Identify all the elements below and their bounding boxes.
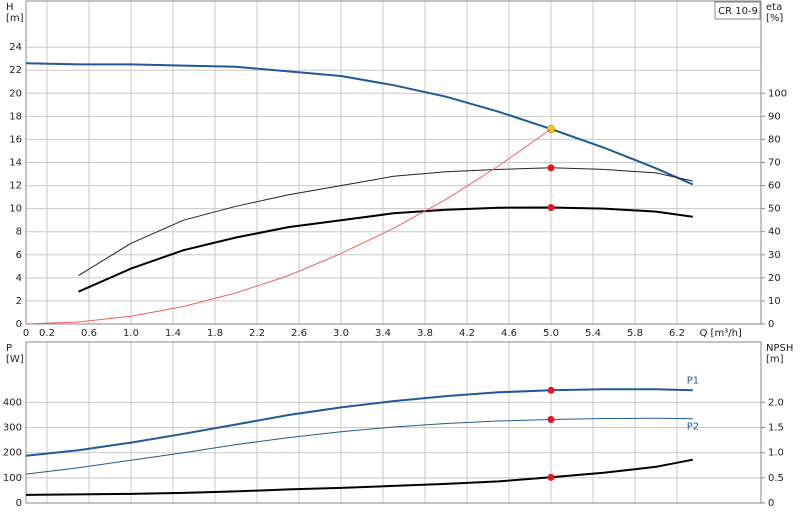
x-tick-label: 5.8	[627, 328, 643, 339]
x-tick-label: 3.4	[375, 328, 391, 339]
x-tick-label: 5.4	[585, 328, 601, 339]
x-tick-label: 0	[23, 328, 29, 339]
x-tick-label: 3.8	[417, 328, 433, 339]
y-axis-label: [W]	[6, 354, 24, 365]
x-tick-label: 0.2	[39, 328, 55, 339]
x-tick-label: 5.0	[543, 328, 559, 339]
y2-axis-label: [%]	[766, 13, 783, 24]
y-tick-label: 0	[16, 498, 22, 509]
y-tick-label: 4	[16, 273, 22, 284]
y2-axis-label: eta	[766, 2, 782, 13]
plot-frame	[25, 341, 762, 504]
y2-tick-label: 70	[768, 158, 781, 169]
y-tick-label: 20	[9, 88, 22, 99]
y2-tick-label: 100	[768, 88, 787, 99]
y-tick-label: 14	[9, 158, 22, 169]
y2-tick-label: 0	[768, 319, 774, 330]
y2-tick-label: 2.0	[768, 397, 784, 408]
x-tick-label: 2.6	[291, 328, 307, 339]
y2-tick-label: 1.5	[768, 423, 784, 434]
duty-point	[547, 203, 555, 211]
y2-tick-label: 90	[768, 111, 781, 122]
curve	[78, 206, 693, 293]
curve	[25, 417, 693, 475]
y-axis-label: P	[6, 343, 12, 354]
x-tick-label: 1.8	[207, 328, 223, 339]
y2-tick-label: 60	[768, 181, 781, 192]
x-tick-label: 0.6	[81, 328, 97, 339]
duty-point	[547, 473, 555, 481]
y-tick-label: 24	[9, 42, 22, 53]
y2-axis-label: [m]	[766, 354, 784, 365]
plot-frame	[25, 0, 762, 325]
y-tick-label: 2	[16, 296, 22, 307]
y-tick-label: 22	[9, 65, 22, 76]
legend-label: P2	[687, 422, 699, 433]
y-tick-label: 300	[3, 423, 22, 434]
y-tick-label: 0	[16, 319, 22, 330]
y2-tick-label: 30	[768, 250, 781, 261]
y-tick-label: 18	[9, 111, 22, 122]
y-tick-label: 400	[3, 397, 22, 408]
y2-tick-label: 0.5	[768, 473, 784, 484]
x-tick-label: 1.4	[165, 328, 181, 339]
duty-point	[547, 415, 555, 423]
y2-tick-label: 40	[768, 227, 781, 238]
curve	[78, 167, 693, 277]
x-tick-label: 4.2	[459, 328, 475, 339]
y-tick-label: 8	[16, 227, 22, 238]
y-tick-label: 6	[16, 250, 22, 261]
curve	[25, 62, 694, 186]
chart-title: CR 10-9	[718, 6, 758, 17]
y-tick-label: 100	[3, 473, 22, 484]
y2-tick-label: 20	[768, 273, 781, 284]
duty-point	[547, 164, 555, 172]
y2-tick-label: 10	[768, 296, 781, 307]
y-axis-label: [m]	[6, 13, 24, 24]
y2-tick-label: 1.0	[768, 448, 784, 459]
y2-axis-label: NPSH	[766, 343, 793, 354]
y-axis-label: H	[6, 2, 14, 13]
curve	[25, 128, 552, 325]
curve	[25, 388, 693, 457]
curve	[25, 458, 693, 496]
y-tick-label: 10	[9, 204, 22, 215]
x-axis-label: Q [m³/h]	[700, 328, 742, 339]
x-tick-label: 1.0	[123, 328, 139, 339]
x-tick-label: 6.2	[669, 328, 685, 339]
x-tick-label: 2.2	[249, 328, 265, 339]
duty-point	[547, 386, 555, 394]
title-box	[714, 1, 761, 20]
y2-tick-label: 0	[768, 498, 774, 509]
y2-tick-label: 50	[768, 204, 781, 215]
x-tick-label: 4.6	[501, 328, 517, 339]
x-tick-label: 3.0	[333, 328, 349, 339]
y2-tick-label: 80	[768, 134, 781, 145]
y-tick-label: 12	[9, 181, 22, 192]
legend-label: P1	[687, 375, 699, 386]
y-tick-label: 200	[3, 448, 22, 459]
y-tick-label: 16	[9, 134, 22, 145]
